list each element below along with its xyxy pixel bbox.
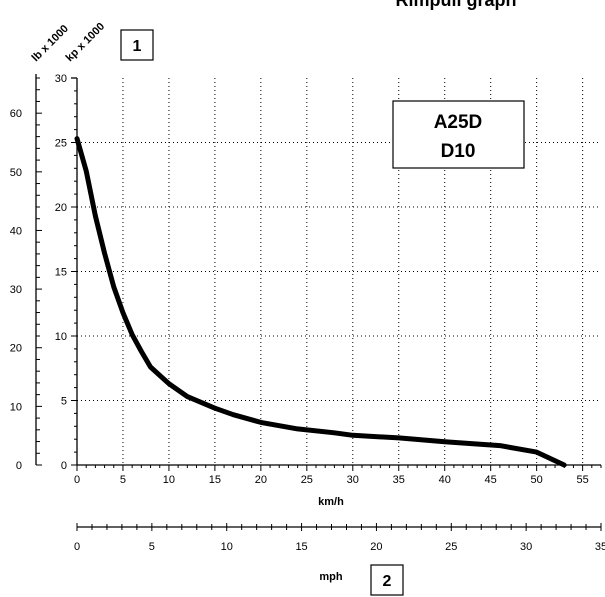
y-tick-label: 10 [55,331,67,343]
x-tick-label: 55 [576,474,588,486]
y2-tick-label: 50 [10,167,22,179]
model-box: A25D D10 [392,100,525,169]
callout-1-label: 1 [133,38,142,55]
x-tick-label: 0 [74,474,80,486]
x-tick-label: 40 [439,474,451,486]
y2-tick-label: 60 [10,108,22,120]
x2-tick-label: 0 [74,541,80,553]
y2-axis: 0 10 20 30 40 50 60 [10,74,42,472]
y-tick-label: 0 [61,460,67,472]
x-axis-ticks: 0 5 10 15 20 25 30 35 40 45 50 55 [74,465,602,486]
x-tick-label: 30 [347,474,359,486]
x-axis-label: km/h [318,496,344,508]
series-group [74,136,567,468]
y-axis-ticks: 0 5 10 15 20 25 30 [55,73,77,472]
y-tick-label: 15 [55,267,67,279]
y-axis-unit-label: kp x 1000 [64,21,108,65]
model-box-line2: D10 [441,141,476,162]
callout-2: 2 [370,564,404,596]
y-tick-label: 25 [55,138,67,150]
x2-tick-label: 25 [445,541,457,553]
y2-tick-label: 20 [10,343,22,355]
x-tick-label: 25 [301,474,313,486]
y2-tick-label: 40 [10,225,22,237]
x2-tick-label: 5 [149,541,155,553]
y-tick-label: 30 [55,73,67,85]
y-tick-label: 5 [61,396,67,408]
x-tick-label: 5 [120,474,126,486]
x2-tick-label: 20 [370,541,382,553]
x-tick-label: 50 [531,474,543,486]
x-tick-label: 15 [209,474,221,486]
x-tick-label: 45 [485,474,497,486]
x2-tick-label: 35 [595,541,605,553]
y2-tick-label: 0 [16,460,22,472]
model-box-line1: A25D [434,112,483,133]
x-tick-label: 20 [255,474,267,486]
y2-tick-label: 30 [10,284,22,296]
chart-title: Rimpull graph [396,0,517,10]
x2-axis-label: mph [319,571,343,583]
callout-1: 1 [120,29,154,61]
x-tick-label: 35 [393,474,405,486]
x2-axis: 0 5 10 15 20 25 30 35 [74,523,605,553]
x2-tick-label: 10 [221,541,233,553]
x-tick-label: 10 [163,474,175,486]
y2-tick-label: 10 [10,401,22,413]
rimpull-curve [74,136,567,468]
x2-tick-label: 15 [295,541,307,553]
y-tick-label: 20 [55,202,67,214]
callout-2-label: 2 [383,573,392,590]
x2-tick-label: 30 [520,541,532,553]
